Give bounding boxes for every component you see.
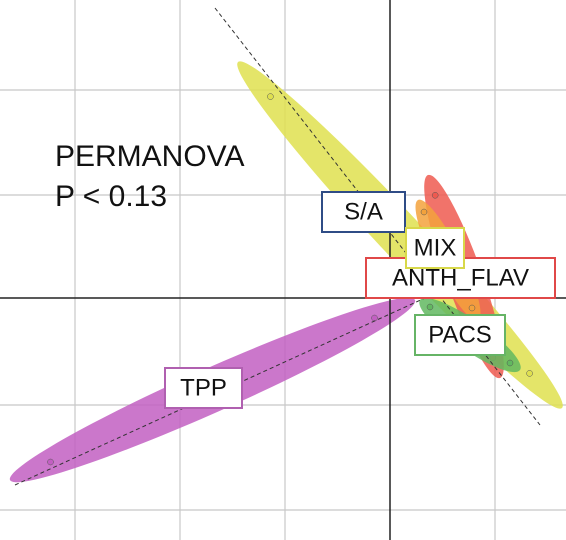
- group-label: MIX: [414, 234, 457, 261]
- point: [267, 93, 274, 100]
- label-box: [321, 191, 406, 233]
- group-label: S/A: [344, 198, 383, 225]
- annotation: P < 0.13: [55, 180, 167, 213]
- group-label: TPP: [180, 374, 227, 401]
- point: [506, 359, 514, 367]
- point: [468, 304, 476, 312]
- label-box: [164, 367, 243, 409]
- point: [371, 314, 378, 322]
- point: [47, 458, 54, 466]
- annotation: PERMANOVA: [55, 140, 244, 173]
- label-box: [414, 314, 506, 356]
- point: [420, 208, 428, 216]
- point: [431, 192, 439, 199]
- point: [426, 303, 434, 311]
- group-label: PACS: [428, 321, 492, 348]
- label-box: [405, 227, 465, 269]
- point: [526, 370, 533, 377]
